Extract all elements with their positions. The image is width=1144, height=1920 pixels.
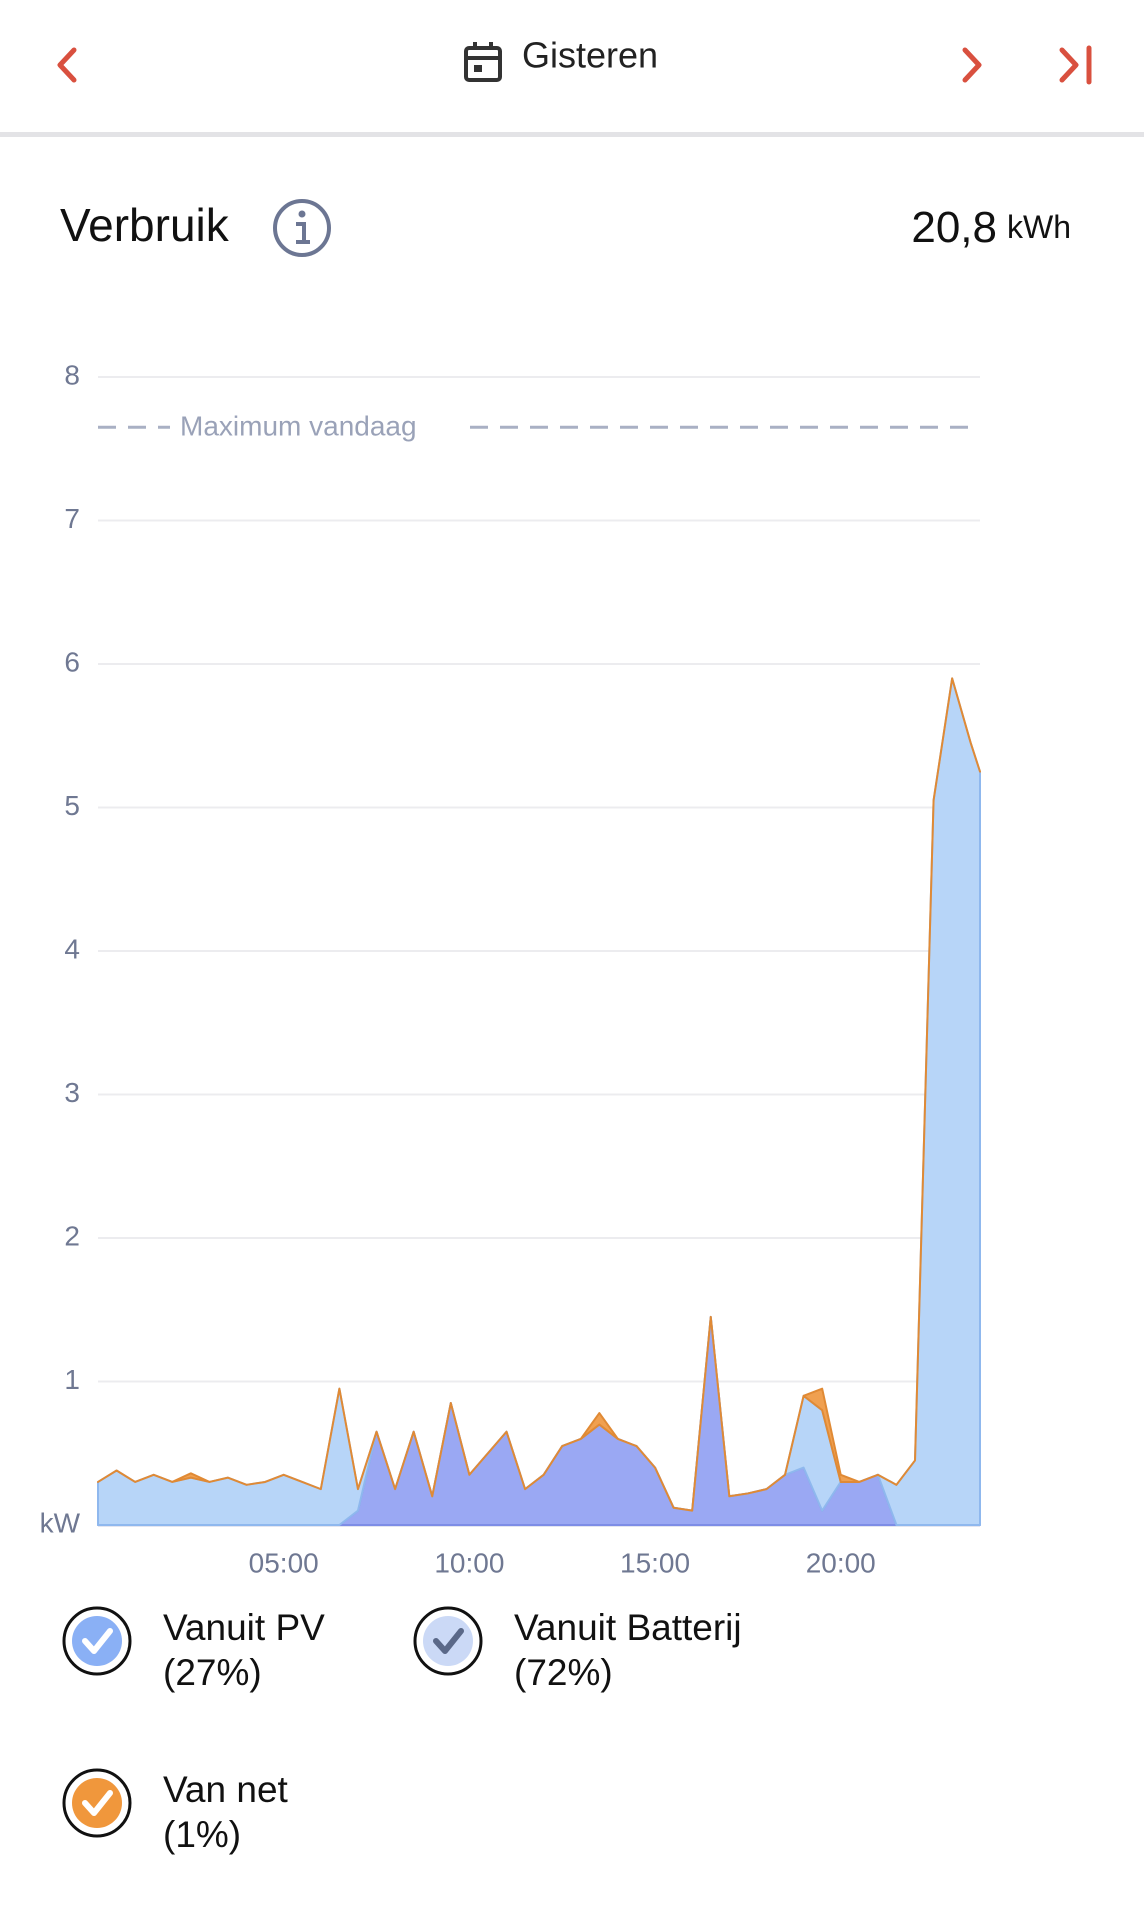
y-tick-label: 4	[64, 933, 80, 964]
legend-check	[82, 1790, 113, 1816]
header-title: Gisteren	[522, 35, 658, 76]
calendar-icon	[464, 42, 502, 82]
legend-share: (27%)	[163, 1652, 262, 1693]
legend-item[interactable]: Van net(1%)	[62, 1768, 289, 1855]
legend-share: (1%)	[163, 1814, 241, 1855]
y-tick-label: 2	[64, 1220, 80, 1251]
legend-check	[433, 1628, 464, 1654]
y-tick-label: 5	[64, 790, 80, 821]
back-button[interactable]	[57, 47, 77, 83]
area	[97, 677, 981, 1526]
y-tick-label: kW	[40, 1507, 81, 1538]
x-tick-label: 20:00	[806, 1547, 876, 1578]
legend-swatch	[72, 1778, 122, 1828]
legend-swatch	[423, 1616, 473, 1666]
chart-title: Verbruik	[60, 199, 230, 251]
y-tick-label: 8	[64, 359, 80, 390]
y-tick-label: 7	[64, 503, 80, 534]
legend-share: (72%)	[514, 1652, 613, 1693]
legend-swatch	[72, 1616, 122, 1666]
y-tick-label: 3	[64, 1077, 80, 1108]
last-button[interactable]	[1059, 45, 1092, 85]
x-tick-label: 15:00	[620, 1547, 690, 1578]
legend-label: Van net	[163, 1769, 289, 1810]
x-tick-label: 10:00	[434, 1547, 504, 1578]
header-divider	[0, 132, 1144, 137]
total: 20,8 kWh	[911, 203, 1071, 252]
legend-label: Vanuit PV	[163, 1607, 325, 1648]
y-tick-label: 6	[64, 646, 80, 677]
info-button[interactable]	[273, 199, 331, 257]
legend-item[interactable]: Vanuit PV(27%)	[62, 1606, 325, 1693]
legend-label: Vanuit Batterij	[514, 1607, 742, 1648]
legend-item[interactable]: Vanuit Batterij(72%)	[413, 1606, 742, 1693]
y-tick-label: 1	[64, 1364, 80, 1395]
total-unit: kWh	[1007, 209, 1071, 245]
next-button[interactable]	[962, 47, 982, 83]
area	[97, 677, 981, 1512]
max-line-label: Maximum vandaag	[180, 411, 417, 442]
legend-check	[82, 1628, 113, 1654]
total-value: 20,8	[911, 203, 997, 252]
plot: kW 1 2 3 4 5 6 7 8 05:00 10:00 15:00 20:00 Maximum va…	[40, 359, 981, 1578]
x-tick-label: 05:00	[249, 1547, 319, 1578]
